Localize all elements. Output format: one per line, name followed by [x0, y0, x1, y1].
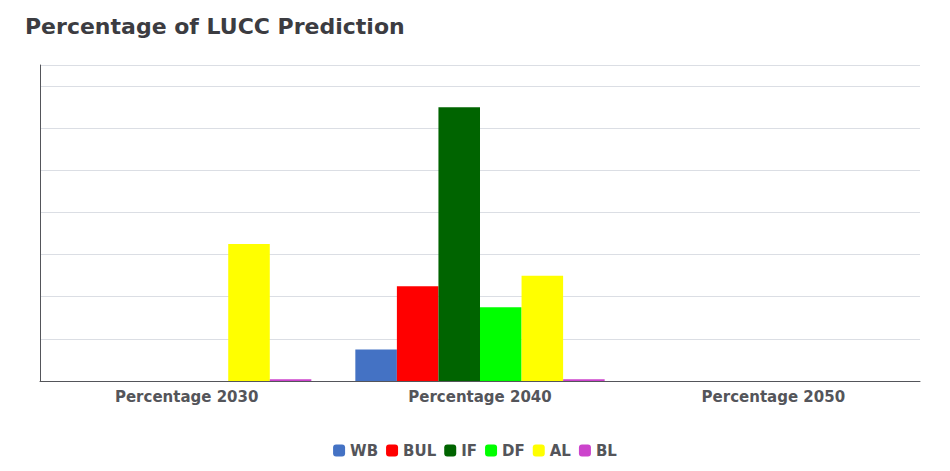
svg-text:Percentage 2030: Percentage 2030 — [115, 388, 258, 406]
svg-text:IF: IF — [461, 442, 477, 460]
svg-text:Percentage 2040: Percentage 2040 — [408, 388, 551, 406]
svg-text:BUL: BUL — [403, 442, 437, 460]
svg-text:BL: BL — [596, 442, 617, 460]
svg-text:AL: AL — [550, 442, 572, 460]
svg-text:WB: WB — [350, 442, 378, 460]
svg-text:Percentage of LUCC Prediction: Percentage of LUCC Prediction — [25, 14, 405, 39]
svg-text:Percentage 2050: Percentage 2050 — [702, 388, 845, 406]
svg-text:DF: DF — [502, 442, 525, 460]
